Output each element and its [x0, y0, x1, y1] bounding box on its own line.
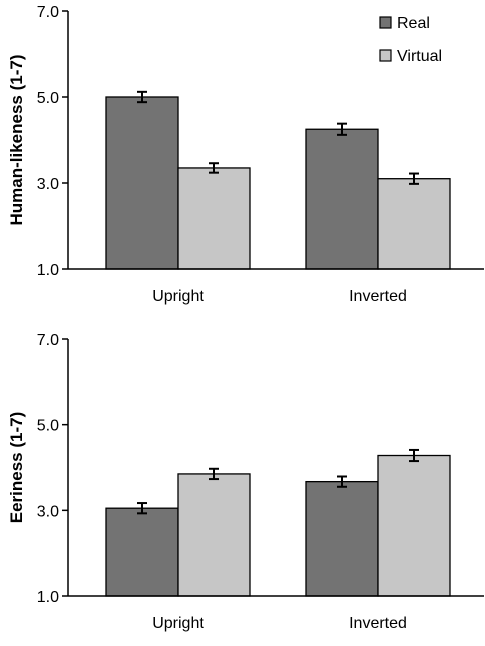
legend-swatch-virtual — [379, 49, 392, 62]
y-tick-label: 1.0 — [37, 262, 59, 279]
bar-real-upright — [105, 507, 179, 597]
y-axis-label: Eeriness (1-7) — [7, 412, 26, 524]
legend-label-virtual: Virtual — [397, 48, 442, 65]
y-tick-label: 3.0 — [37, 503, 59, 520]
y-tick-label: 5.0 — [37, 90, 59, 107]
y-tick-label: 5.0 — [37, 418, 59, 435]
bar-real-inverted — [305, 480, 379, 597]
x-tick-label-inverted: Inverted — [349, 615, 407, 632]
bar-real-upright — [105, 96, 179, 270]
eeriness-panel: Upright Inverted 1.0 3.0 5.0 7.0 Eeriness (1-7… — [7, 332, 484, 632]
y-axis-label: Human-likeness (1-7) — [7, 55, 26, 226]
y-tick-label: 3.0 — [37, 176, 59, 193]
bar-real-inverted — [305, 128, 379, 270]
legend-label-real: Real — [397, 15, 430, 32]
y-tick-label: 7.0 — [37, 332, 59, 349]
y-tick-label: 1.0 — [37, 589, 59, 606]
bar-virtual-inverted — [377, 454, 451, 597]
legend-swatch-real — [379, 16, 392, 29]
bar-virtual-upright — [177, 473, 251, 597]
x-tick-label-upright: Upright — [152, 615, 204, 632]
x-tick-label-upright: Upright — [152, 288, 204, 305]
y-tick-label: 7.0 — [37, 4, 59, 21]
bar-virtual-inverted — [377, 178, 451, 270]
human-likeness-panel: Upright Inverted 1.0 3.0 5.0 7.0 Human-likenes… — [7, 4, 484, 305]
bar-virtual-upright — [177, 167, 251, 270]
x-tick-label-inverted: Inverted — [349, 288, 407, 305]
